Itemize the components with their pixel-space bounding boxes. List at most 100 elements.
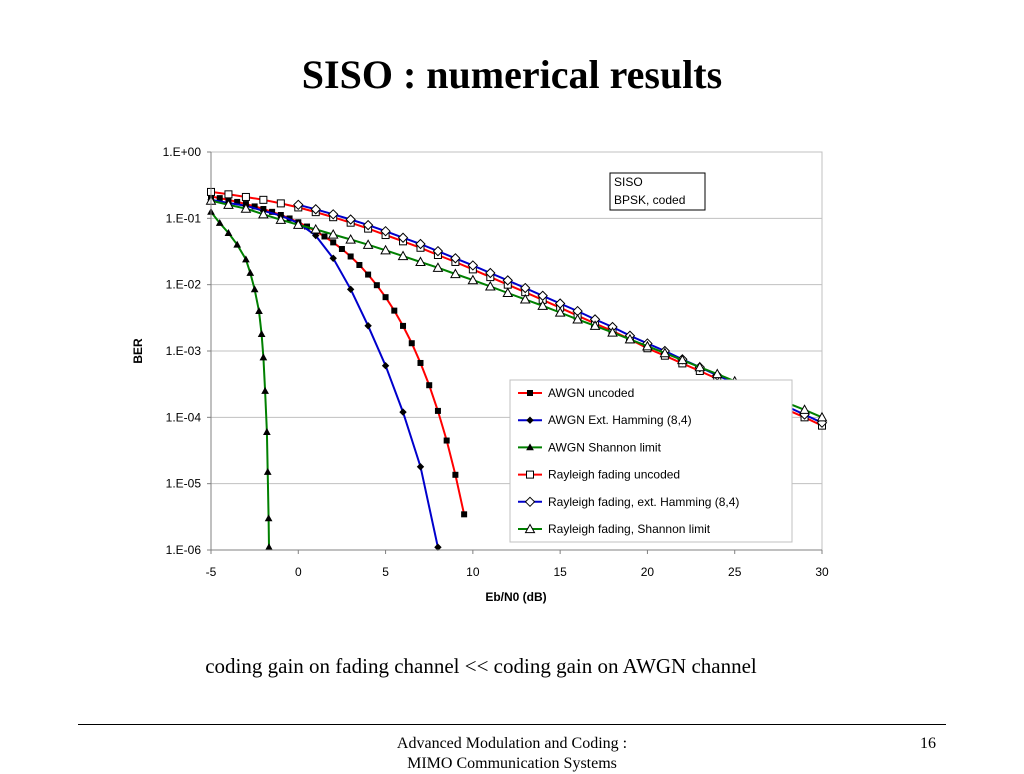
legend-box xyxy=(509,379,793,543)
data-point xyxy=(443,437,450,444)
data-point xyxy=(416,463,425,471)
data-point xyxy=(224,190,233,199)
data-point xyxy=(694,361,706,372)
y-tick-label: 1.E-05 xyxy=(166,477,202,491)
data-point xyxy=(417,359,424,366)
data-point xyxy=(292,219,304,229)
data-point xyxy=(485,267,496,279)
data-point xyxy=(362,219,374,231)
y-tick-label: 1.E-06 xyxy=(166,543,202,557)
data-point xyxy=(434,407,441,414)
data-point xyxy=(589,320,601,330)
data-point xyxy=(502,275,513,286)
data-point xyxy=(461,511,468,518)
data-point xyxy=(607,326,618,337)
y-tick-label: 1.E-01 xyxy=(166,211,202,225)
data-point xyxy=(263,467,272,475)
data-point xyxy=(321,233,328,240)
data-point xyxy=(255,307,263,314)
data-point xyxy=(330,239,337,246)
data-point xyxy=(345,214,356,225)
legend-label: AWGN Shannon limit xyxy=(548,440,662,454)
data-point xyxy=(261,386,269,394)
data-point xyxy=(642,340,653,351)
data-point xyxy=(676,354,688,365)
data-point xyxy=(356,261,363,268)
legend-marker xyxy=(526,416,534,424)
data-point xyxy=(432,262,444,272)
data-point xyxy=(382,294,389,301)
series-line xyxy=(210,198,439,548)
data-point xyxy=(346,285,355,294)
data-point xyxy=(373,282,380,289)
data-point xyxy=(241,192,250,201)
data-point xyxy=(381,362,390,370)
data-point xyxy=(310,204,321,215)
data-point xyxy=(400,322,407,329)
data-point xyxy=(520,282,531,294)
data-point xyxy=(450,253,461,264)
data-point xyxy=(329,254,337,262)
data-point xyxy=(554,307,566,317)
x-tick-label: 0 xyxy=(295,565,302,579)
data-point xyxy=(391,307,398,314)
annotation-line-2: BPSK, coded xyxy=(614,193,685,207)
data-point xyxy=(233,240,242,248)
data-point xyxy=(484,280,496,291)
data-point xyxy=(338,245,345,252)
data-point xyxy=(659,347,671,358)
footer-text: Advanced Modulation and Coding : MIMO Co… xyxy=(312,734,712,774)
legend-marker xyxy=(527,390,533,396)
legend-item-awgn-uncoded: AWGN uncoded xyxy=(518,386,634,400)
data-point xyxy=(502,287,514,298)
legend-item-rayleigh-uncoded: Rayleigh fading uncoded xyxy=(518,468,680,482)
x-tick-label: 30 xyxy=(815,565,829,579)
data-point xyxy=(293,199,304,211)
data-point xyxy=(450,268,461,279)
x-axis-label: Eb/N0 (dB) xyxy=(485,590,546,604)
legend-marker xyxy=(524,496,536,508)
legend: AWGN uncoded AWGN Ext. Hamming (8,4) AWGN … xyxy=(509,379,793,543)
legend-marker xyxy=(524,523,536,534)
data-point xyxy=(215,218,224,226)
data-point xyxy=(467,260,479,271)
legend-label: AWGN uncoded xyxy=(548,386,634,400)
data-point xyxy=(365,271,372,278)
data-point xyxy=(327,228,339,239)
x-tick-label: 10 xyxy=(466,565,480,579)
data-point xyxy=(224,229,233,236)
legend-label: AWGN Ext. Hamming (8,4) xyxy=(548,413,692,427)
data-point xyxy=(259,195,268,204)
data-point xyxy=(415,256,426,267)
x-tick-label: -5 xyxy=(206,565,217,579)
footer-divider xyxy=(78,724,946,725)
data-point xyxy=(264,514,273,522)
data-point xyxy=(259,353,268,361)
data-point xyxy=(816,411,828,422)
data-point xyxy=(250,285,259,293)
data-point xyxy=(347,253,354,260)
data-point xyxy=(397,232,409,243)
legend-label: Rayleigh fading, Shannon limit xyxy=(548,522,711,536)
page-number: 16 xyxy=(920,735,936,752)
slide-title: SISO : numerical results xyxy=(301,52,723,97)
data-point xyxy=(537,290,548,301)
data-point xyxy=(537,300,549,310)
data-point xyxy=(519,293,531,304)
data-point xyxy=(310,223,322,234)
legend-item-awgn-hamming: AWGN Ext. Hamming (8,4) xyxy=(518,413,692,427)
data-point xyxy=(397,250,409,261)
legend-item-rayleigh-hamming: Rayleigh fading, ext. Hamming (8,4) xyxy=(518,495,739,509)
y-tick-label: 1.E+00 xyxy=(163,145,202,159)
data-point xyxy=(216,195,223,202)
legend-item-awgn-shannon: AWGN Shannon limit xyxy=(518,440,662,454)
data-point xyxy=(246,268,255,276)
legend-label: Rayleigh fading, ext. Hamming (8,4) xyxy=(548,495,739,509)
data-point xyxy=(257,330,266,337)
y-tick-label: 1.E-04 xyxy=(166,410,202,424)
data-point xyxy=(399,408,407,416)
data-point xyxy=(258,208,269,219)
data-point xyxy=(263,428,271,435)
data-point xyxy=(408,340,415,347)
